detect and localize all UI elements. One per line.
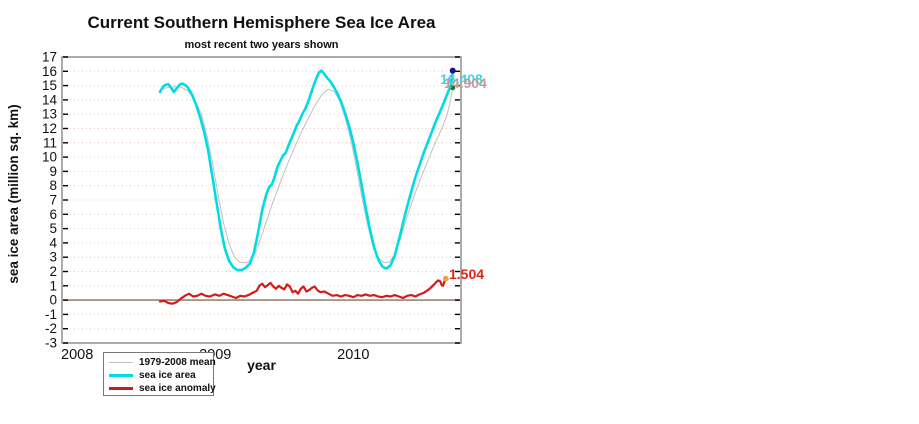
mean-line-swatch — [109, 362, 133, 363]
plot-frame — [61, 56, 462, 344]
y-tick-label: 6 — [49, 207, 57, 222]
mean-end-dot — [450, 85, 456, 91]
legend-label-anomaly: sea ice anomaly — [139, 383, 216, 394]
legend-item-anomaly: sea ice anomaly — [109, 382, 216, 395]
y-tick-label: 17 — [42, 50, 57, 65]
area-end-dot — [449, 67, 456, 74]
legend-item-area: sea ice area — [109, 369, 213, 382]
anomaly-end-dot — [443, 275, 449, 282]
y-tick-label: -3 — [45, 336, 57, 351]
series-mean — [159, 86, 454, 264]
y-tick-label: 4 — [49, 235, 57, 250]
legend-item-mean: 1979-2008 mean — [109, 356, 216, 369]
page-title: Current Southern Hemisphere Sea Ice Area — [87, 13, 436, 32]
x-tick-label: 2010 — [337, 347, 369, 363]
x-tick-label: 2008 — [61, 347, 93, 363]
y-tick-label: 3 — [49, 250, 57, 265]
y-tick-label: 8 — [49, 178, 57, 193]
legend-label-area: sea ice area — [139, 370, 196, 381]
y-tick-label: 0 — [49, 293, 57, 308]
y-tick-label: 7 — [49, 193, 57, 208]
mean-area-value-label: 14.904 — [444, 75, 487, 91]
y-tick-label: 9 — [49, 164, 57, 179]
current-area-value-label: 16.408 — [440, 71, 483, 87]
y-tick-label: 10 — [42, 150, 57, 165]
legend-label-mean: 1979-2008 mean — [139, 357, 216, 368]
y-tick-label: 11 — [43, 135, 57, 150]
y-tick-label: 15 — [42, 78, 57, 93]
x-axis-title: year — [247, 357, 276, 373]
legend: 1979-2008 mean sea ice area sea ice anom… — [103, 352, 216, 396]
y-tick-label: 13 — [42, 107, 57, 122]
y-tick-label: 1 — [49, 278, 57, 293]
area-line-swatch — [109, 374, 133, 377]
y-tick-label: -1 — [45, 307, 57, 322]
y-tick-label: 14 — [42, 92, 58, 107]
y-tick-label: 12 — [42, 121, 57, 136]
series-area — [158, 69, 454, 272]
anomaly-line-swatch — [109, 387, 133, 390]
y-tick-label: -2 — [45, 321, 57, 336]
chart-subtitle: most recent two years shown — [184, 39, 339, 51]
series-anomaly — [158, 277, 447, 305]
y-tick-label: 2 — [49, 264, 57, 279]
y-tick-label: 5 — [49, 221, 57, 236]
y-tick-label: 16 — [42, 64, 57, 79]
anomaly-value-label: 1.504 — [449, 266, 485, 282]
